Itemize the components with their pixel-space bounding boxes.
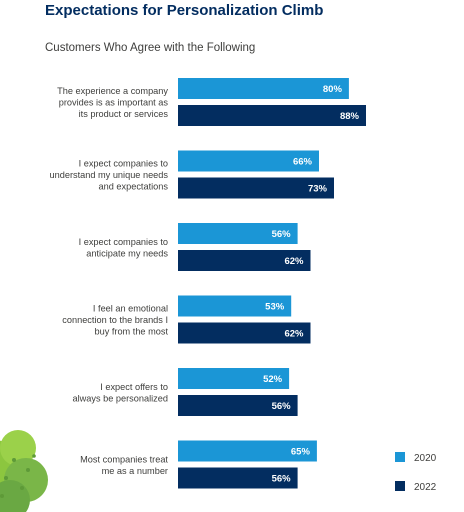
bar-2022 bbox=[178, 467, 298, 489]
category-label-line: connection to the brands I bbox=[62, 315, 168, 325]
bar-value-label: 56% bbox=[272, 229, 292, 240]
category-label-line: provides is as important as bbox=[59, 98, 169, 108]
bar-2020 bbox=[178, 78, 349, 99]
bar-2020 bbox=[178, 295, 292, 317]
bar-value-label: 73% bbox=[308, 184, 328, 195]
tree-icon bbox=[0, 430, 48, 512]
category-label-line: always be personalized bbox=[72, 393, 168, 403]
category-label-line: me as a number bbox=[102, 466, 168, 476]
category-label-line: its product or services bbox=[79, 109, 169, 119]
category-label-line: I expect companies to bbox=[79, 159, 168, 169]
bar-group: I expect companies to understand my uniqu… bbox=[50, 150, 334, 199]
bar-2022 bbox=[178, 177, 334, 199]
bar-group: I expect companies to anticipate my needs… bbox=[79, 223, 311, 271]
category-label-line: I expect offers to bbox=[100, 382, 168, 392]
chart-title: Expectations for Personalization Climb bbox=[45, 2, 324, 19]
category-label-line: The experience a company bbox=[57, 86, 168, 96]
bar-value-label: 65% bbox=[291, 447, 311, 458]
category-label-line: I expect companies to bbox=[79, 237, 168, 247]
category-label: The experience a company provides is as i… bbox=[57, 86, 168, 119]
category-label-line: I feel an emotional bbox=[93, 304, 168, 314]
legend-label: 2022 bbox=[414, 482, 437, 493]
category-label-line: and expectations bbox=[99, 182, 169, 192]
bar-value-label: 62% bbox=[284, 256, 304, 267]
bar-2022 bbox=[178, 395, 298, 416]
bar-value-label: 62% bbox=[284, 329, 304, 340]
category-label-line: understand my unique needs bbox=[50, 170, 169, 180]
bar-value-label: 88% bbox=[340, 111, 360, 122]
bar-2022 bbox=[178, 322, 311, 344]
category-label: I expect offers to always be personalized bbox=[72, 382, 168, 404]
bar-value-label: 80% bbox=[323, 84, 343, 95]
bar-2022 bbox=[178, 105, 366, 126]
bar-2020 bbox=[178, 150, 319, 172]
legend-swatch bbox=[395, 452, 405, 462]
legend-swatch bbox=[395, 481, 405, 491]
category-label: I expect companies to understand my uniqu… bbox=[50, 159, 169, 192]
legend-label: 2020 bbox=[414, 453, 437, 464]
bar-2020 bbox=[178, 223, 298, 244]
category-label: I expect companies to anticipate my needs bbox=[79, 237, 169, 258]
category-label-line: buy from the most bbox=[94, 327, 168, 337]
bar-value-label: 56% bbox=[272, 401, 292, 412]
chart-subtitle: Customers Who Agree with the Following bbox=[45, 42, 256, 54]
category-label: I feel an emotional connection to the bra… bbox=[62, 304, 168, 337]
category-label-line: Most companies treat bbox=[80, 454, 168, 464]
category-label-line: anticipate my needs bbox=[86, 248, 168, 258]
bar-group: I feel an emotional connection to the bra… bbox=[62, 295, 311, 344]
legend: 2020 2022 bbox=[395, 452, 437, 493]
bar-group: The experience a company provides is as i… bbox=[57, 78, 366, 126]
bar-value-label: 52% bbox=[263, 374, 283, 385]
bar-group: I expect offers to always be personalized… bbox=[72, 368, 298, 416]
bar-2020 bbox=[178, 440, 317, 462]
bar-value-label: 56% bbox=[272, 474, 292, 485]
bar-value-label: 66% bbox=[293, 157, 313, 168]
bar-2022 bbox=[178, 250, 311, 271]
category-label: Most companies treat me as a number bbox=[80, 454, 168, 476]
bar-group: Most companies treat me as a number 65% 56% bbox=[80, 440, 317, 489]
bar-value-label: 53% bbox=[265, 302, 285, 313]
bar-2020 bbox=[178, 368, 290, 389]
